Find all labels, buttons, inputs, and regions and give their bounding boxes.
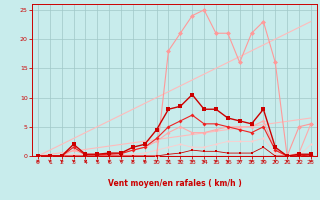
X-axis label: Vent moyen/en rafales ( km/h ): Vent moyen/en rafales ( km/h ) xyxy=(108,179,241,188)
